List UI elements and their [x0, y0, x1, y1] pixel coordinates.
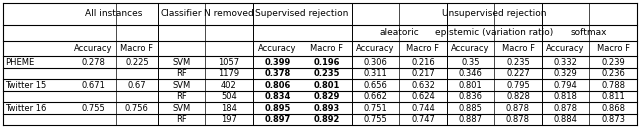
Text: 1179: 1179 [218, 69, 239, 78]
Text: 402: 402 [221, 81, 237, 90]
Text: Accuracy: Accuracy [451, 44, 490, 53]
Text: 0.806: 0.806 [264, 81, 291, 90]
Text: 0.878: 0.878 [506, 104, 530, 113]
Text: 0.656: 0.656 [364, 81, 387, 90]
Text: 0.892: 0.892 [314, 115, 340, 124]
Text: 0.818: 0.818 [554, 92, 577, 101]
Text: 0.306: 0.306 [364, 58, 387, 67]
Text: 0.196: 0.196 [314, 58, 340, 67]
Text: 1057: 1057 [218, 58, 239, 67]
Text: RF: RF [176, 115, 187, 124]
Text: SVM: SVM [172, 81, 191, 90]
Text: 0.829: 0.829 [314, 92, 340, 101]
Text: 0.756: 0.756 [125, 104, 148, 113]
Text: 0.671: 0.671 [81, 81, 105, 90]
Text: 0.878: 0.878 [554, 104, 577, 113]
Text: RF: RF [176, 92, 187, 101]
Text: 0.895: 0.895 [264, 104, 291, 113]
Text: 0.744: 0.744 [411, 104, 435, 113]
Text: 0.329: 0.329 [554, 69, 577, 78]
Text: 0.828: 0.828 [506, 92, 530, 101]
Text: 0.755: 0.755 [364, 115, 387, 124]
Text: 0.811: 0.811 [601, 92, 625, 101]
Text: N removed: N removed [204, 9, 254, 18]
Text: Twitter 16: Twitter 16 [5, 104, 47, 113]
Text: PHEME: PHEME [5, 58, 35, 67]
Text: 0.836: 0.836 [458, 92, 483, 101]
Text: aleatoric: aleatoric [380, 28, 419, 37]
Text: softmax: softmax [571, 28, 607, 37]
Text: Accuracy: Accuracy [74, 44, 113, 53]
Text: 0.662: 0.662 [364, 92, 387, 101]
Text: 0.346: 0.346 [458, 69, 483, 78]
Text: 0.751: 0.751 [364, 104, 387, 113]
Text: Twitter 15: Twitter 15 [5, 81, 46, 90]
Text: Classifier: Classifier [161, 9, 202, 18]
Text: Accuracy: Accuracy [547, 44, 585, 53]
Text: 0.788: 0.788 [601, 81, 625, 90]
Text: 0.399: 0.399 [264, 58, 291, 67]
Text: 197: 197 [221, 115, 237, 124]
Text: 0.801: 0.801 [459, 81, 483, 90]
Text: Macro F: Macro F [406, 44, 440, 53]
Text: 504: 504 [221, 92, 237, 101]
Text: Supervised rejection: Supervised rejection [255, 9, 349, 18]
Text: Macro F: Macro F [120, 44, 154, 53]
Text: 0.217: 0.217 [411, 69, 435, 78]
Text: 0.239: 0.239 [601, 58, 625, 67]
Text: Unsupervised rejection: Unsupervised rejection [442, 9, 547, 18]
Text: 0.873: 0.873 [601, 115, 625, 124]
Text: All instances: All instances [85, 9, 143, 18]
Text: 0.227: 0.227 [506, 69, 530, 78]
Text: 0.225: 0.225 [125, 58, 148, 67]
Text: Accuracy: Accuracy [258, 44, 297, 53]
Text: 0.632: 0.632 [411, 81, 435, 90]
Text: 0.235: 0.235 [314, 69, 340, 78]
Text: 0.67: 0.67 [127, 81, 146, 90]
Text: 0.834: 0.834 [264, 92, 291, 101]
Text: 0.378: 0.378 [264, 69, 291, 78]
Text: 0.747: 0.747 [411, 115, 435, 124]
Text: 0.755: 0.755 [81, 104, 105, 113]
Text: 0.887: 0.887 [458, 115, 483, 124]
Text: 0.35: 0.35 [461, 58, 480, 67]
Text: 0.795: 0.795 [506, 81, 530, 90]
Text: 0.893: 0.893 [314, 104, 340, 113]
Text: SVM: SVM [172, 58, 191, 67]
Text: 0.216: 0.216 [411, 58, 435, 67]
Text: Macro F: Macro F [310, 44, 344, 53]
Text: epistemic (variation ratio): epistemic (variation ratio) [435, 28, 554, 37]
Text: SVM: SVM [172, 104, 191, 113]
Text: 0.885: 0.885 [458, 104, 483, 113]
Text: 0.868: 0.868 [601, 104, 625, 113]
Text: 0.278: 0.278 [81, 58, 105, 67]
Text: 0.236: 0.236 [601, 69, 625, 78]
Text: 0.794: 0.794 [554, 81, 577, 90]
Text: 0.235: 0.235 [506, 58, 530, 67]
Text: Macro F: Macro F [502, 44, 534, 53]
Text: 184: 184 [221, 104, 237, 113]
Text: 0.801: 0.801 [314, 81, 340, 90]
Text: Accuracy: Accuracy [356, 44, 395, 53]
Text: 0.897: 0.897 [264, 115, 291, 124]
Text: RF: RF [176, 69, 187, 78]
Text: 0.884: 0.884 [554, 115, 577, 124]
Text: 0.878: 0.878 [506, 115, 530, 124]
Text: 0.624: 0.624 [411, 92, 435, 101]
Text: 0.311: 0.311 [364, 69, 387, 78]
Text: Macro F: Macro F [596, 44, 630, 53]
Text: 0.332: 0.332 [554, 58, 577, 67]
